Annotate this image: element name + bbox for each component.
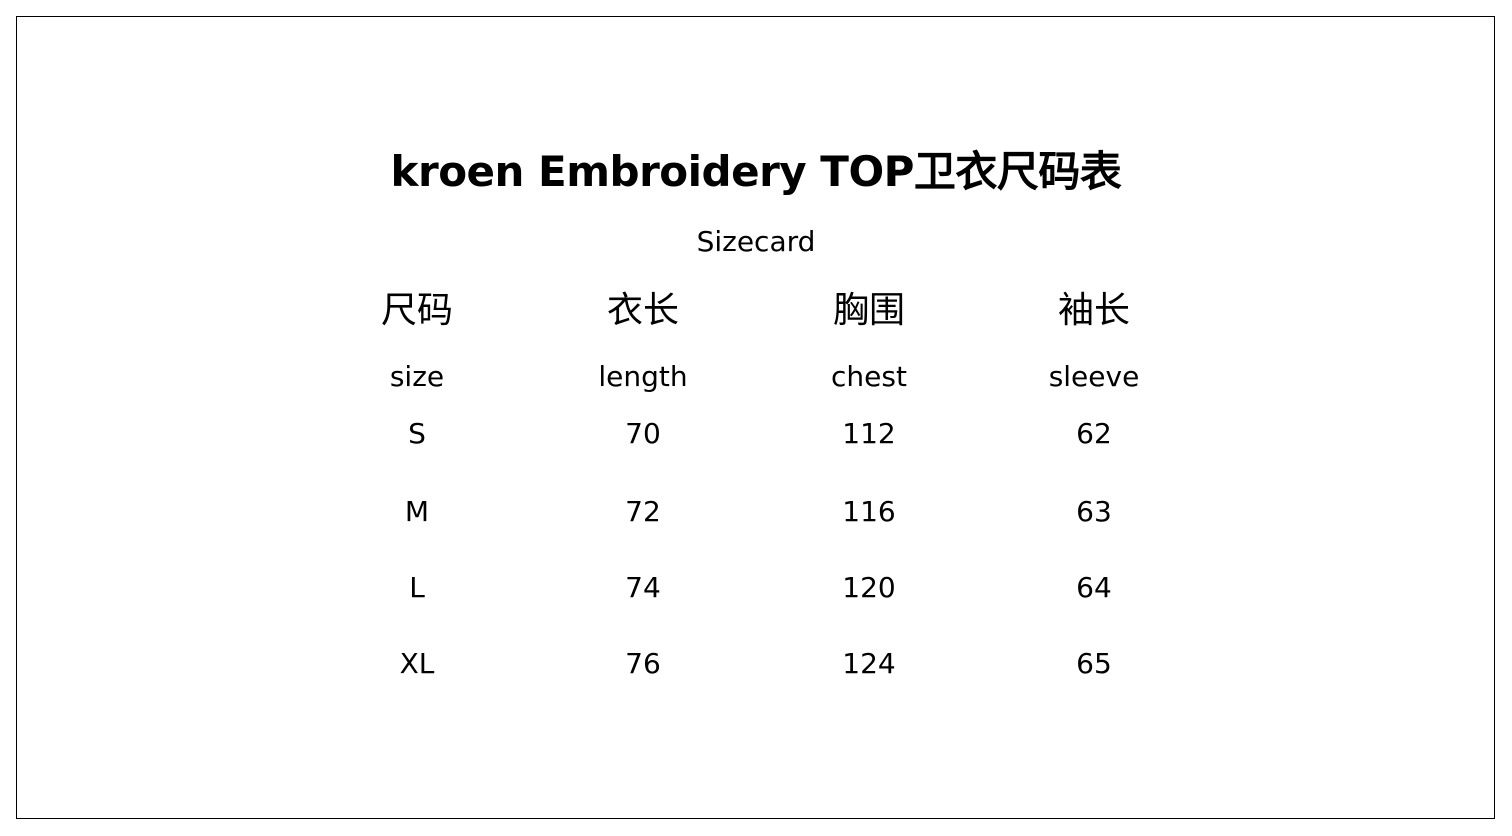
- table-cell: 65: [1076, 647, 1112, 680]
- table-cell: 116: [842, 495, 896, 528]
- column-header-en: chest: [831, 360, 907, 393]
- table-cell: 64: [1076, 571, 1112, 604]
- table-cell: XL: [399, 647, 435, 680]
- page-subtitle: Sizecard: [696, 225, 816, 258]
- table-cell: 76: [625, 647, 661, 680]
- table-cell: 112: [842, 417, 896, 450]
- column-header-en: size: [389, 360, 445, 393]
- column-header-zh: 袖长: [1057, 290, 1130, 331]
- column-header-en: sleeve: [1048, 360, 1140, 393]
- table-cell: 63: [1076, 495, 1112, 528]
- column-header-zh: 衣长: [606, 290, 679, 331]
- page-border: [16, 16, 1495, 819]
- table-cell: L: [409, 571, 425, 604]
- table-cell: 70: [625, 417, 661, 450]
- column-header-zh: 胸围: [832, 290, 905, 331]
- column-header-en: length: [598, 360, 688, 393]
- table-cell: 124: [842, 647, 896, 680]
- table-cell: M: [404, 495, 430, 528]
- column-header-zh: 尺码: [380, 290, 453, 331]
- table-cell: 120: [842, 571, 896, 604]
- table-cell: 62: [1076, 417, 1112, 450]
- table-cell: 74: [625, 571, 661, 604]
- page-title: kroen Embroidery TOP卫衣尺码表: [390, 147, 1122, 196]
- table-cell: S: [408, 417, 426, 450]
- table-cell: 72: [625, 495, 661, 528]
